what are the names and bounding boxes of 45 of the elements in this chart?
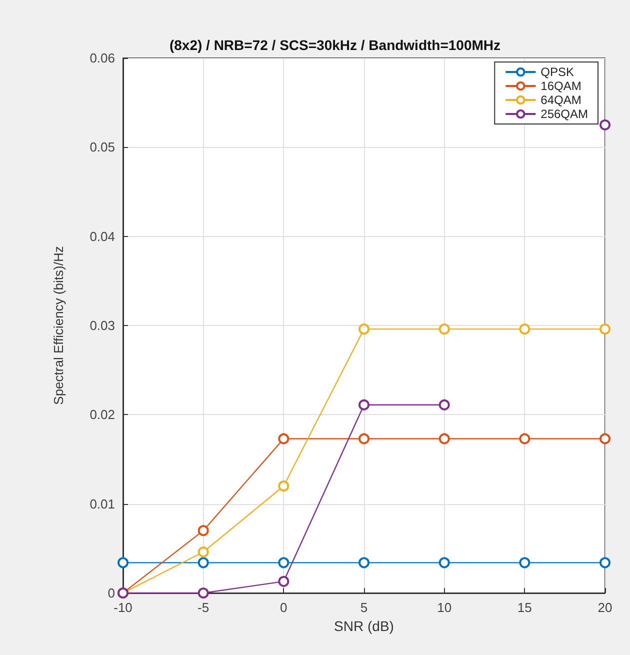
point <box>198 546 209 558</box>
point <box>438 433 450 444</box>
legend-label: QPSK <box>540 65 574 79</box>
y-tick-label: 0.02 <box>90 407 115 422</box>
point <box>278 433 290 444</box>
legend-label: 64QAM <box>540 93 582 107</box>
x-tick-label: 20 <box>598 600 612 615</box>
point <box>438 557 450 568</box>
y-tick-label: 0.03 <box>90 318 115 333</box>
point <box>519 433 530 444</box>
legend-label: 16QAM <box>540 79 582 93</box>
y-tick-label: 0 <box>108 586 115 600</box>
point <box>358 399 370 410</box>
point <box>358 433 370 444</box>
point <box>438 399 450 410</box>
point <box>358 557 370 568</box>
point <box>519 557 530 568</box>
point <box>600 324 610 335</box>
point <box>600 433 610 444</box>
y-axis-title: Spectral Efficiency (bits)/Hz <box>51 246 66 405</box>
y-tick-label: 0.04 <box>90 228 115 244</box>
point <box>198 588 209 598</box>
point <box>358 324 370 335</box>
x-tick-label: 5 <box>360 600 368 615</box>
chart-title: (8x2) / NRB=72 / SCS=30kHz / Bandwidth=100MHz <box>169 37 501 53</box>
y-tick-label: 0.01 <box>90 496 115 512</box>
point <box>118 557 128 568</box>
point <box>278 480 290 492</box>
x-tick-label: 0 <box>280 600 288 615</box>
x-tick-label: 15 <box>517 600 532 615</box>
legend-label: 256QAM <box>540 107 588 121</box>
point <box>278 557 290 568</box>
x-axis-title: SNR (dB) <box>334 618 394 634</box>
y-tick-label: 0.05 <box>90 140 115 155</box>
point <box>519 324 530 335</box>
point <box>198 557 209 568</box>
point <box>600 557 610 568</box>
point <box>438 324 450 335</box>
y-tick-label: 0.06 <box>90 50 115 66</box>
point <box>600 119 610 130</box>
point <box>198 525 209 536</box>
x-tick-label: -10 <box>114 600 132 615</box>
point <box>278 576 290 587</box>
x-tick-label: -5 <box>198 600 210 615</box>
x-tick-label: 10 <box>437 600 452 615</box>
